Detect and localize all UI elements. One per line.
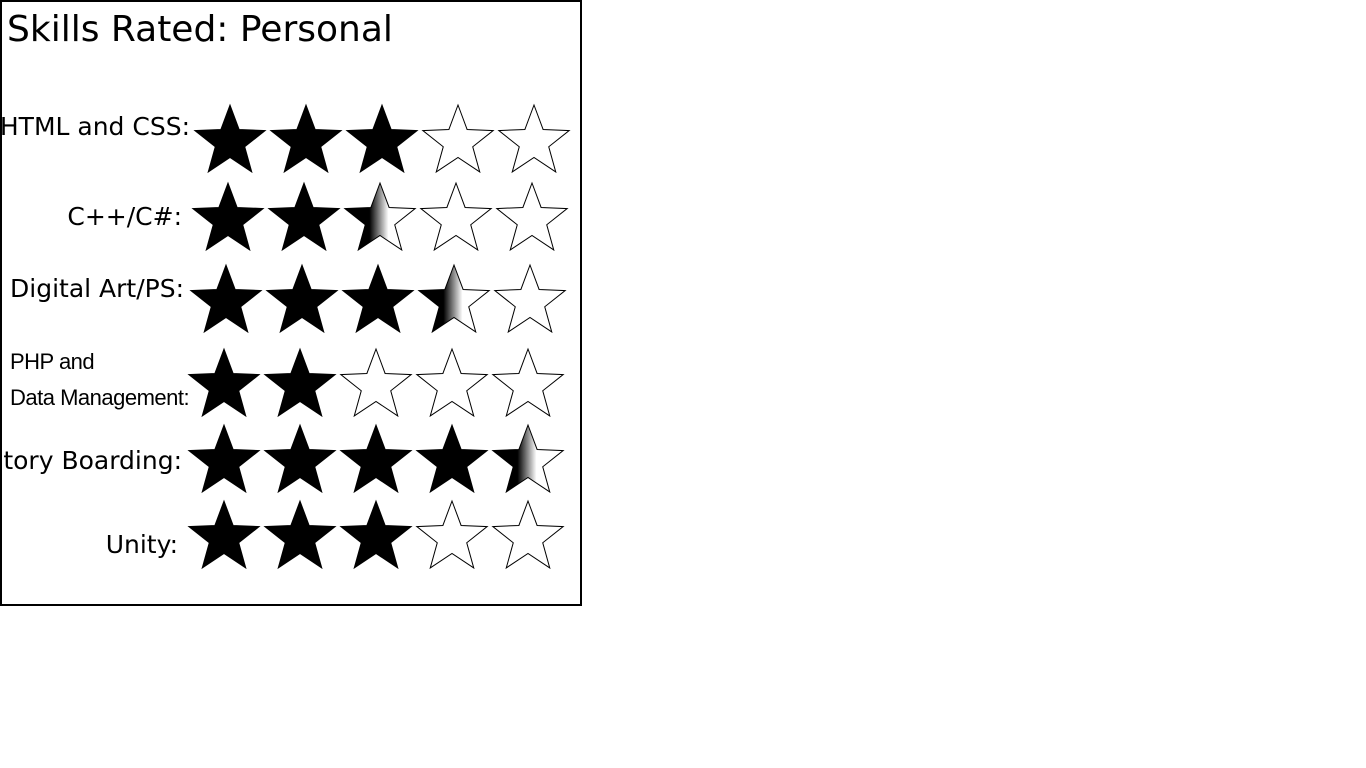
star-filled-icon: [193, 103, 267, 174]
star-empty-icon: [421, 103, 495, 174]
star-filled-icon: [339, 499, 413, 570]
star-filled-icon: [269, 103, 343, 174]
star-empty-icon: [415, 347, 489, 418]
star-empty-icon: [497, 103, 571, 174]
star-filled-icon: [263, 499, 337, 570]
star-filled-icon: [263, 423, 337, 494]
skill-rating-digital-art: [189, 263, 567, 334]
star-empty-icon: [495, 181, 569, 252]
star-empty-icon: [339, 347, 413, 418]
skill-rating-unity: [187, 499, 565, 570]
star-filled-icon: [263, 347, 337, 418]
star-filled-icon: [187, 347, 261, 418]
star-filled-icon: [265, 263, 339, 334]
star-filled-icon: [187, 499, 261, 570]
star-half-icon: [343, 181, 417, 252]
star-filled-icon: [339, 423, 413, 494]
star-filled-icon: [191, 181, 265, 252]
card-title: Skills Rated: Personal: [7, 9, 393, 50]
star-filled-icon: [267, 181, 341, 252]
star-filled-icon: [189, 263, 263, 334]
star-filled-icon: [187, 423, 261, 494]
star-empty-icon: [415, 499, 489, 570]
skill-rating-html-css: [193, 103, 571, 174]
skill-label-php-data: PHP and Data Management:: [10, 344, 190, 416]
star-filled-icon: [415, 423, 489, 494]
skill-label-story-boarding: Story Boarding:: [0, 446, 182, 475]
skill-label-php-line1: PHP and: [10, 349, 95, 374]
skill-label-php-line2: Data Management:: [10, 385, 190, 410]
skill-label-html-css: HTML and CSS:: [0, 112, 190, 141]
skill-rating-php-data: [187, 347, 565, 418]
star-half-icon: [417, 263, 491, 334]
star-half-icon: [491, 423, 565, 494]
star-filled-icon: [341, 263, 415, 334]
skill-label-unity: Unity:: [105, 530, 178, 559]
skill-rating-cpp-csharp: [191, 181, 569, 252]
star-empty-icon: [491, 347, 565, 418]
skill-label-cpp-csharp: C++/C#:: [67, 202, 182, 231]
skills-card: Skills Rated: Personal HTML and CSS: C++…: [0, 0, 582, 606]
skill-label-digital-art: Digital Art/PS:: [10, 274, 184, 303]
star-empty-icon: [491, 499, 565, 570]
star-empty-icon: [419, 181, 493, 252]
skill-rating-story-boarding: [187, 423, 565, 494]
star-filled-icon: [345, 103, 419, 174]
star-empty-icon: [493, 263, 567, 334]
